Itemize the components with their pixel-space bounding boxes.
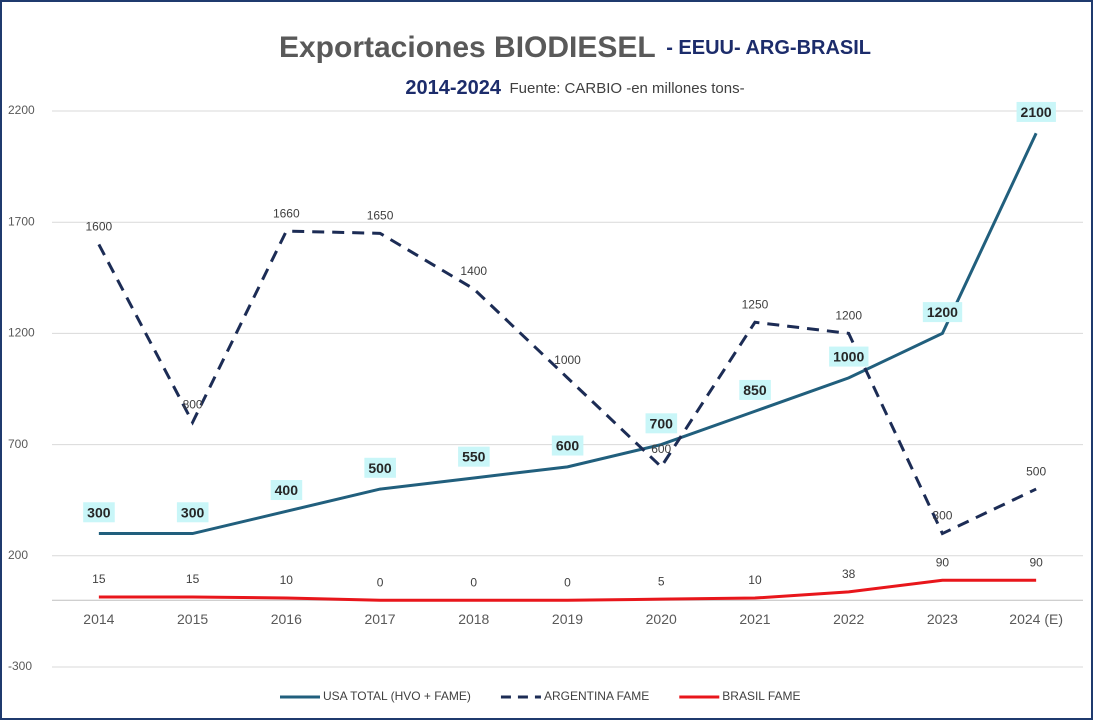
- data-label: 1200: [835, 309, 862, 323]
- x-tick-label: 2019: [552, 611, 583, 627]
- title-main: Exportaciones BIODIESEL: [279, 31, 656, 64]
- data-label: 850: [743, 382, 767, 398]
- data-label: 0: [564, 575, 571, 589]
- data-label-background: [364, 457, 396, 478]
- data-label: 300: [181, 504, 205, 520]
- data-label: 15: [186, 572, 200, 586]
- data-label: 400: [275, 482, 299, 498]
- legend-label: ARGENTINA FAME: [544, 689, 649, 703]
- data-label: 300: [87, 504, 111, 520]
- legend-label: BRASIL FAME: [722, 689, 800, 703]
- data-label: 1650: [367, 208, 394, 222]
- x-tick-label: 2014: [83, 611, 114, 627]
- data-label: 800: [183, 398, 203, 412]
- data-label: 15: [92, 572, 106, 586]
- data-label: 5: [658, 574, 665, 588]
- x-tick-label: 2017: [364, 611, 395, 627]
- x-tick-label: 2023: [927, 611, 958, 627]
- data-label: 0: [470, 575, 477, 589]
- data-label-background: [739, 379, 771, 400]
- data-label: 10: [748, 573, 762, 587]
- data-label: 90: [936, 555, 950, 569]
- y-tick-label: -300: [8, 659, 32, 673]
- data-label-background: [176, 502, 209, 523]
- data-label-background: [1016, 101, 1056, 122]
- subtitle-source: Fuente: CARBIO -en millones tons-: [510, 80, 745, 97]
- chart-title: Exportaciones BIODIESEL - EEUU- ARG-BRAS…: [279, 31, 871, 64]
- series-line: [98, 132, 1038, 536]
- x-tick-label: 2021: [739, 611, 770, 627]
- data-label-background: [270, 480, 303, 501]
- data-label: 10: [280, 573, 294, 587]
- x-tick-label: 2022: [833, 611, 864, 627]
- data-label: 0: [377, 575, 384, 589]
- data-label: 90: [1029, 555, 1043, 569]
- data-label: 700: [650, 415, 674, 431]
- data-label: 550: [462, 449, 486, 465]
- x-tick-label: 2024 (E): [1009, 611, 1063, 627]
- chart-subtitle: 2014-2024 Fuente: CARBIO -en millones to…: [405, 77, 744, 99]
- data-label: 1400: [460, 264, 487, 278]
- data-label: 600: [556, 438, 580, 454]
- x-tick-label: 2018: [458, 611, 489, 627]
- data-label-background: [83, 502, 115, 523]
- data-label: 500: [368, 460, 392, 476]
- data-label-background: [458, 446, 490, 467]
- y-tick-label: 700: [8, 437, 28, 451]
- data-label: 38: [842, 567, 856, 581]
- x-tick-label: 2016: [271, 611, 302, 627]
- data-label: 1600: [86, 220, 113, 234]
- x-tick-label: 2015: [177, 611, 208, 627]
- y-tick-label: 1700: [8, 214, 35, 228]
- data-label: 1000: [554, 353, 581, 367]
- series-line: [98, 578, 1037, 602]
- series-line: [97, 229, 1037, 536]
- y-tick-label: 1200: [8, 326, 35, 340]
- y-tick-label: 2200: [8, 103, 35, 117]
- data-label: 500: [1026, 464, 1046, 478]
- data-label: 2100: [1021, 104, 1052, 120]
- data-label: 1250: [742, 297, 769, 311]
- data-label: 1200: [927, 304, 958, 320]
- data-label: 600: [651, 442, 671, 456]
- data-label-background: [645, 413, 678, 434]
- x-tick-label: 2020: [646, 611, 677, 627]
- subtitle-years: 2014-2024: [405, 77, 502, 99]
- data-label-background: [551, 435, 584, 456]
- data-label: 300: [932, 509, 952, 523]
- data-label-background: [922, 302, 963, 323]
- title-suffix: - EEUU- ARG-BRASIL: [666, 37, 871, 59]
- y-tick-label: 200: [8, 548, 28, 562]
- legend-label: USA TOTAL (HVO + FAME): [323, 689, 471, 703]
- data-label: 1660: [273, 206, 300, 220]
- data-label: 1000: [833, 349, 864, 365]
- data-label-background: [829, 346, 869, 367]
